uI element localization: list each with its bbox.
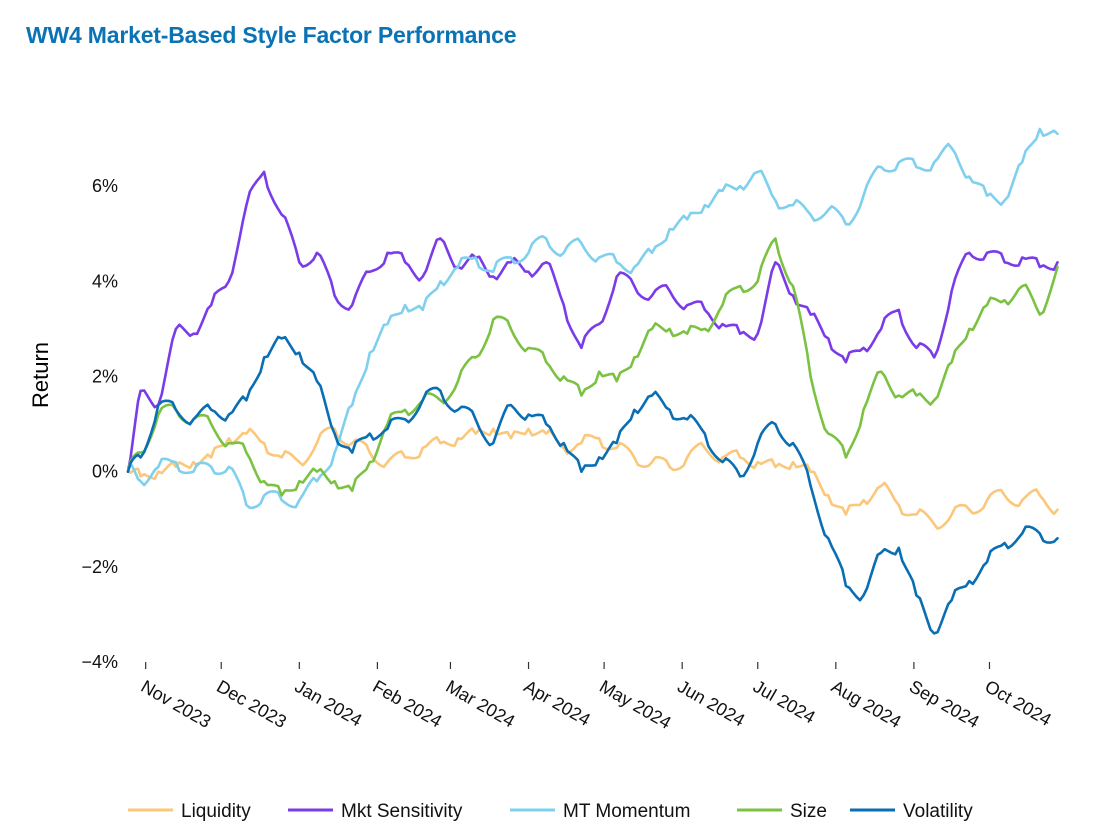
x-tick-label: Apr 2024 — [521, 676, 594, 730]
x-tick-label: Feb 2024 — [369, 676, 445, 731]
legend-label: Liquidity — [181, 801, 251, 822]
legend-label: Size — [790, 801, 827, 822]
series-line-liquidity — [126, 426, 1059, 530]
legend: Liquidity Mkt Sensitivity MT Momentum Size V… — [128, 801, 973, 822]
series-line-size — [126, 237, 1059, 497]
y-tick-label: 0% — [92, 462, 118, 482]
y-tick-label: 4% — [92, 271, 118, 291]
series-lines — [126, 127, 1059, 635]
x-tick-label: Sep 2024 — [906, 676, 983, 732]
series-line-mt-momentum — [126, 127, 1059, 510]
x-tick-label: Mar 2024 — [442, 676, 518, 731]
x-tick-label: Nov 2023 — [138, 676, 215, 732]
chart-title: WW4 Market-Based Style Factor Performanc… — [26, 22, 517, 48]
x-tick-label: Oct 2024 — [981, 676, 1054, 730]
x-tick-label: Jun 2024 — [674, 676, 748, 730]
y-tick-label: −2% — [81, 557, 118, 577]
x-tick-label: Jan 2024 — [291, 676, 365, 730]
y-tick-label: −4% — [81, 652, 118, 672]
x-tick-label: Jul 2024 — [750, 676, 819, 727]
x-tick-label: Aug 2024 — [828, 676, 905, 732]
series-line-mkt-sensitivity — [126, 170, 1059, 473]
y-tick-label: 2% — [92, 366, 118, 386]
y-tick-label: 6% — [92, 176, 118, 196]
x-tick-label: Dec 2023 — [213, 676, 290, 732]
x-tick-label: May 2024 — [596, 676, 674, 733]
legend-label: MT Momentum — [563, 801, 690, 822]
legend-label: Volatility — [903, 801, 973, 822]
series-line-volatility — [126, 335, 1059, 635]
legend-label: Mkt Sensitivity — [341, 801, 463, 822]
y-axis-label: Return — [28, 342, 53, 408]
y-axis: −4% −2% 0% 2% 4% 6% — [81, 176, 118, 672]
